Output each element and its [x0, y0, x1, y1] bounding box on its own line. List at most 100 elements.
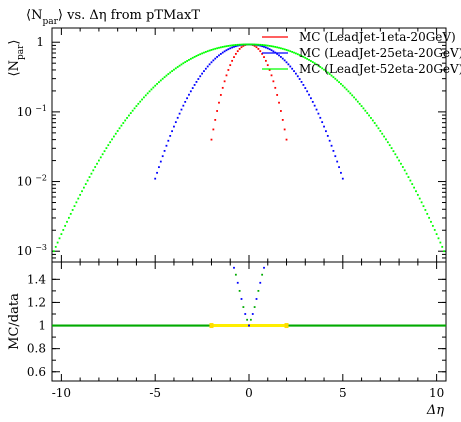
- data-point: [109, 141, 112, 144]
- data-point: [193, 55, 196, 58]
- data-point: [225, 45, 228, 48]
- data-point: [60, 233, 63, 236]
- ratio-point: [261, 273, 264, 276]
- ratio-y-tick-label: 0.6: [27, 365, 46, 379]
- data-point: [283, 128, 286, 131]
- data-point: [400, 162, 402, 165]
- data-point: [182, 62, 185, 65]
- data-point: [296, 53, 299, 56]
- data-point: [223, 80, 226, 83]
- data-point: [270, 49, 273, 52]
- data-point: [244, 43, 247, 46]
- data-point: [84, 183, 87, 185]
- data-point: [208, 63, 211, 66]
- data-point: [223, 45, 226, 48]
- data-point: [199, 53, 202, 56]
- data-point: [310, 97, 312, 100]
- data-point: [403, 169, 406, 172]
- data-point: [428, 216, 431, 219]
- data-point: [443, 250, 446, 253]
- x-tick-label: 5: [339, 386, 347, 400]
- data-point: [268, 69, 271, 71]
- data-point: [441, 245, 444, 248]
- data-point: [257, 48, 260, 50]
- data-point: [261, 44, 264, 46]
- data-point: [206, 50, 209, 53]
- data-point: [199, 75, 202, 78]
- data-point: [128, 114, 130, 117]
- data-point: [300, 55, 303, 57]
- data-point: [289, 65, 292, 68]
- data-point: [283, 59, 286, 62]
- data-point: [295, 52, 297, 55]
- data-point: [340, 171, 342, 174]
- data-point: [189, 57, 192, 60]
- data-point: [293, 70, 295, 73]
- ratio-point: [263, 266, 265, 269]
- data-point: [227, 48, 230, 51]
- data-point: [362, 107, 365, 110]
- data-point: [219, 46, 222, 49]
- data-point: [379, 130, 382, 132]
- data-point: [81, 190, 83, 193]
- data-point: [180, 108, 183, 111]
- data-point: [274, 46, 277, 48]
- data-point: [234, 52, 237, 55]
- data-point: [330, 144, 333, 147]
- data-point: [353, 96, 355, 99]
- data-point: [159, 160, 162, 163]
- ratio-point: [244, 313, 247, 315]
- data-point: [370, 117, 372, 119]
- data-point: [92, 169, 95, 172]
- data-point: [278, 46, 280, 49]
- data-point: [263, 44, 265, 47]
- data-point: [276, 94, 279, 96]
- data-point: [435, 233, 438, 236]
- data-point: [94, 166, 97, 168]
- data-point: [107, 144, 110, 147]
- ratio-y-tick-label: 1.4: [27, 272, 46, 286]
- data-point: [385, 138, 387, 141]
- data-point: [375, 124, 378, 127]
- data-point: [176, 66, 179, 68]
- data-point: [306, 57, 309, 60]
- data-point: [154, 84, 157, 87]
- data-point: [313, 104, 316, 107]
- data-point: [77, 197, 80, 200]
- legend-label-1: MC (LeadJet-1eta-20GeV): [299, 30, 456, 44]
- data-point: [103, 150, 106, 153]
- data-point: [216, 110, 219, 112]
- data-point: [219, 94, 222, 96]
- data-point: [197, 78, 200, 80]
- data-point: [321, 67, 324, 70]
- data-point: [214, 119, 217, 121]
- data-point: [296, 75, 299, 78]
- data-point: [366, 112, 369, 114]
- series-3: [52, 43, 446, 253]
- data-point: [253, 43, 256, 46]
- data-point: [133, 107, 136, 110]
- data-point: [248, 43, 250, 46]
- data-point: [154, 177, 157, 180]
- data-point: [176, 116, 179, 119]
- data-point: [159, 79, 162, 82]
- data-point: [313, 62, 316, 65]
- chart-title: ⟨Npar⟩ vs. Δη from pTMaxT: [26, 8, 200, 27]
- data-point: [58, 237, 61, 240]
- data-point: [355, 98, 357, 101]
- data-point: [319, 116, 322, 119]
- data-point: [139, 100, 142, 103]
- data-point: [409, 179, 412, 182]
- data-point: [381, 132, 384, 135]
- data-point: [105, 147, 108, 150]
- data-point: [111, 138, 113, 141]
- data-point: [173, 125, 175, 128]
- data-point: [158, 81, 160, 84]
- data-point: [261, 52, 264, 55]
- data-point: [126, 117, 128, 119]
- data-point: [386, 141, 389, 144]
- data-point: [300, 81, 303, 83]
- data-point: [98, 159, 100, 162]
- data-point: [407, 176, 410, 178]
- data-point: [165, 144, 168, 147]
